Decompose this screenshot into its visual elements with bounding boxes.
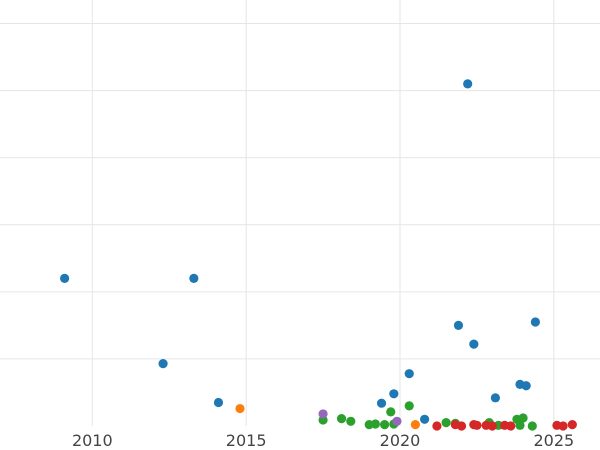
data-point xyxy=(392,416,402,426)
data-point xyxy=(420,414,430,424)
data-point xyxy=(380,420,390,430)
x-tick-label: 2025 xyxy=(533,431,574,450)
x-tick-label: 2010 xyxy=(72,431,113,450)
data-point xyxy=(235,403,245,414)
data-point xyxy=(521,381,531,391)
data-point xyxy=(490,393,500,403)
data-point xyxy=(213,397,224,408)
data-point xyxy=(386,407,396,417)
data-point xyxy=(515,420,525,430)
data-point xyxy=(567,420,577,430)
data-point xyxy=(376,398,387,408)
x-tick-label: 2020 xyxy=(380,431,421,450)
data-point xyxy=(318,409,328,419)
data-point xyxy=(506,421,516,431)
x-tick-labels: 2010 2015 2020 2025 xyxy=(72,431,574,450)
data-point xyxy=(518,413,528,423)
data-point xyxy=(389,389,399,399)
grid-layer xyxy=(0,0,600,426)
data-point xyxy=(558,421,568,431)
data-point xyxy=(370,419,380,429)
data-point xyxy=(453,320,464,330)
data-point xyxy=(158,359,168,369)
data-point xyxy=(456,421,467,431)
data-point xyxy=(487,421,497,431)
data-point xyxy=(404,369,414,379)
data-point xyxy=(336,414,347,424)
data-point xyxy=(60,273,70,284)
data-point xyxy=(463,79,473,89)
x-tick-label: 2015 xyxy=(226,431,267,450)
data-point xyxy=(410,420,420,430)
data-point xyxy=(530,317,540,327)
data-point xyxy=(346,416,356,426)
data-point xyxy=(404,401,414,411)
data-point xyxy=(527,421,537,431)
data-point xyxy=(472,420,482,430)
data-point xyxy=(189,273,199,284)
points-layer xyxy=(60,79,577,431)
data-point xyxy=(469,339,479,349)
data-point xyxy=(441,418,451,428)
data-point xyxy=(432,421,442,431)
